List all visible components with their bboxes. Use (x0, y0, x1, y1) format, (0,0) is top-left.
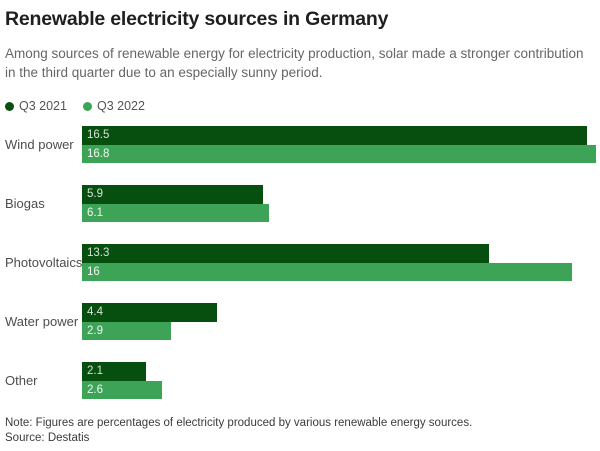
category-label: Photovoltaics (5, 255, 83, 270)
chart-footer: Note: Figures are percentages of electri… (5, 416, 472, 446)
bar-q3-2022: 2.9 (82, 321, 171, 340)
page-title: Renewable electricity sources in Germany (5, 8, 389, 30)
bar-value-label: 13.3 (87, 247, 110, 260)
category-label: Biogas (5, 196, 45, 211)
bar-value-label: 6.1 (87, 206, 103, 219)
bar-track: 5.9 6.1 (82, 185, 596, 222)
bar-group-other: Other 2.1 2.6 (5, 362, 600, 399)
bar-q3-2022: 16.8 (82, 144, 596, 163)
bar-value-label: 16 (87, 265, 100, 278)
legend-swatch-q3-2022-icon (82, 101, 92, 111)
legend-item-q3-2022: Q3 2022 (82, 99, 145, 113)
bar-q3-2022: 16 (82, 262, 572, 281)
legend: Q3 2021 Q3 2022 (5, 99, 600, 113)
bar-group-water-power: Water power 4.4 2.9 (5, 303, 600, 340)
bar-q3-2021: 2.1 (82, 362, 147, 381)
bar-q3-2022: 2.6 (82, 380, 162, 399)
bar-group-photovoltaics: Photovoltaics 13.3 16 (5, 244, 600, 281)
legend-label-q3-2022: Q3 2022 (96, 99, 145, 113)
bar-group-biogas: Biogas 5.9 6.1 (5, 185, 600, 222)
legend-swatch-q3-2021-icon (5, 101, 14, 111)
bar-value-label: 2.9 (87, 324, 103, 337)
bar-track: 2.1 2.6 (82, 362, 596, 399)
chart-subtitle: Among sources of renewable energy for el… (5, 46, 584, 80)
bar-value-label: 2.1 (87, 365, 103, 378)
bar-track: 16.5 16.8 (82, 126, 596, 163)
source-text: Source: Destatis (5, 432, 90, 444)
bar-q3-2021: 13.3 (82, 244, 489, 263)
bar-track: 4.4 2.9 (82, 303, 596, 340)
bar-q3-2021: 4.4 (82, 303, 217, 322)
bar-value-label: 16.5 (87, 129, 110, 142)
bar-chart: Wind power 16.5 16.8 Biogas 5.9 6.1 Photovolta… (5, 126, 600, 399)
note-text: Note: Figures are percentages of electri… (5, 417, 473, 429)
bar-value-label: 16.8 (87, 147, 110, 160)
bar-q3-2022: 6.1 (82, 203, 269, 222)
legend-label-q3-2021: Q3 2021 (19, 99, 67, 113)
bar-track: 13.3 16 (82, 244, 596, 281)
category-label: Wind power (5, 137, 74, 152)
bar-q3-2021: 5.9 (82, 185, 263, 204)
bar-value-label: 2.6 (87, 383, 103, 396)
bar-q3-2021: 16.5 (82, 126, 587, 145)
category-label: Other (5, 373, 38, 388)
bar-value-label: 5.9 (87, 188, 103, 201)
category-label: Water power (5, 314, 79, 329)
legend-item-q3-2021: Q3 2021 (5, 99, 67, 113)
bar-value-label: 4.4 (87, 306, 103, 319)
bar-group-wind-power: Wind power 16.5 16.8 (5, 126, 600, 163)
